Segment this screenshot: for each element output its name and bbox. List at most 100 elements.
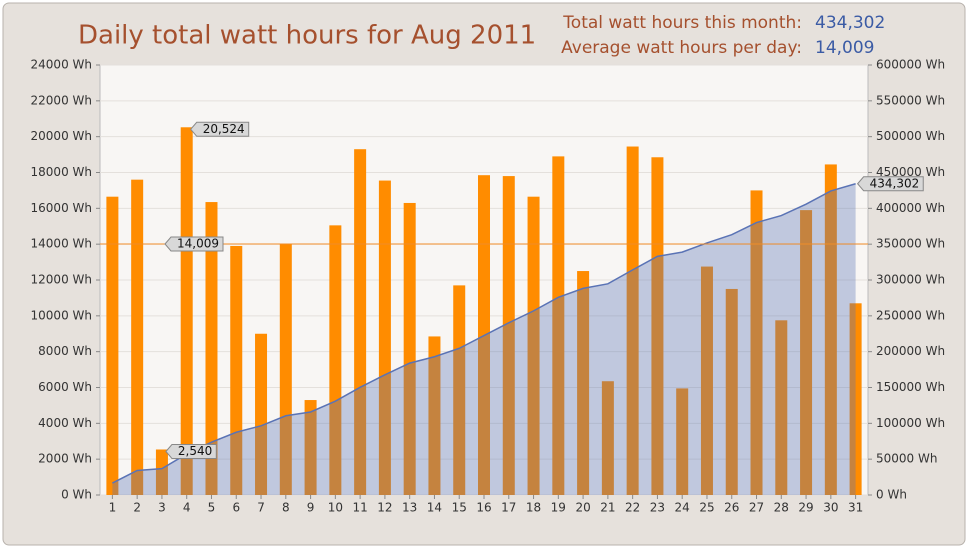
data-label: 2,540 (178, 444, 212, 458)
x-tick-label: 27 (749, 501, 764, 515)
bar (279, 244, 292, 495)
bar (775, 320, 788, 495)
bar (378, 180, 391, 495)
summary-label: Total watt hours this month: (562, 13, 802, 33)
x-tick-label: 18 (526, 501, 541, 515)
y-tick-label: 10000 Wh (31, 308, 92, 322)
x-tick-label: 22 (625, 501, 640, 515)
bar (552, 156, 565, 495)
bar (577, 271, 590, 495)
x-tick-label: 31 (848, 501, 863, 515)
chart-title: Daily total watt hours for Aug 2011 (78, 21, 536, 51)
bar (205, 202, 218, 495)
y-tick-label: 14000 Wh (31, 237, 92, 251)
x-tick-label: 10 (328, 501, 343, 515)
x-tick-label: 11 (352, 501, 367, 515)
summary-label: Average watt hours per day: (561, 38, 802, 58)
callout-box (165, 443, 217, 459)
data-label: 20,524 (203, 122, 245, 136)
bar (329, 225, 342, 495)
y-tick-label: 2000 Wh (38, 452, 92, 466)
y-tick-label: 8000 Wh (38, 344, 92, 358)
x-tick-label: 4 (183, 501, 191, 515)
x-tick-label: 2 (133, 501, 141, 515)
y-tick-label: 18000 Wh (31, 165, 92, 179)
x-tick-label: 23 (650, 501, 665, 515)
summary-value: 434,302 (815, 13, 885, 33)
y2-tick-label: 200000 Wh (876, 344, 945, 358)
x-tick-label: 9 (307, 501, 315, 515)
bar (502, 176, 515, 496)
y2-tick-label: 0 Wh (876, 488, 907, 502)
x-tick-label: 28 (774, 501, 789, 515)
y-tick-label: 6000 Wh (38, 380, 92, 394)
y2-tick-label: 550000 Wh (876, 93, 945, 107)
x-tick-label: 5 (208, 501, 216, 515)
bar (725, 288, 738, 495)
bar (626, 146, 639, 496)
y-tick-label: 0 Wh (61, 488, 92, 502)
y-tick-label: 4000 Wh (38, 416, 92, 430)
y-tick-label: 12000 Wh (31, 273, 92, 287)
y2-tick-label: 350000 Wh (876, 237, 945, 251)
x-tick-label: 19 (551, 501, 566, 515)
bar (824, 164, 837, 495)
y-tick-label: 16000 Wh (31, 201, 92, 215)
x-tick-label: 12 (377, 501, 392, 515)
y2-tick-label: 150000 Wh (876, 380, 945, 394)
bar (601, 381, 614, 495)
data-label: 14,009 (177, 237, 219, 251)
y-tick-label: 20000 Wh (31, 129, 92, 143)
callout-box (164, 236, 224, 252)
x-tick-label: 13 (402, 501, 417, 515)
y2-tick-label: 300000 Wh (876, 273, 945, 287)
bar (304, 400, 317, 495)
bar (676, 388, 689, 495)
x-tick-label: 17 (501, 501, 516, 515)
x-tick-label: 30 (823, 501, 838, 515)
data-label: 434,302 (870, 176, 920, 190)
area (112, 183, 856, 495)
bar (180, 127, 193, 496)
y2-tick-label: 250000 Wh (876, 308, 945, 322)
x-tick-label: 20 (575, 501, 590, 515)
bar (354, 149, 367, 496)
x-tick-label: 25 (699, 501, 714, 515)
bar (453, 285, 466, 495)
x-tick-label: 3 (158, 501, 166, 515)
y2-tick-label: 450000 Wh (876, 165, 945, 179)
y2-tick-label: 500000 Wh (876, 129, 945, 143)
bar (403, 202, 416, 496)
x-tick-label: 7 (257, 501, 265, 515)
x-tick-label: 1 (109, 501, 117, 515)
x-tick-label: 26 (724, 501, 739, 515)
y2-tick-label: 600000 Wh (876, 58, 945, 72)
bar (255, 333, 268, 495)
area-line (112, 183, 856, 484)
bar (527, 196, 540, 495)
x-tick-label: 8 (282, 501, 290, 515)
callout-box (856, 176, 924, 192)
bar (428, 336, 441, 495)
y2-tick-label: 400000 Wh (876, 201, 945, 215)
bar (155, 449, 168, 495)
x-tick-label: 21 (600, 501, 615, 515)
x-tick-label: 14 (427, 501, 442, 515)
y-tick-label: 24000 Wh (31, 58, 92, 72)
y2-tick-label: 100000 Wh (876, 416, 945, 430)
bar (849, 303, 862, 495)
x-tick-label: 15 (452, 501, 467, 515)
x-tick-label: 29 (798, 501, 813, 515)
bar (800, 210, 813, 495)
x-tick-label: 24 (675, 501, 690, 515)
bar (651, 157, 664, 496)
x-tick-label: 6 (232, 501, 240, 515)
bar (131, 179, 144, 495)
bar (106, 196, 119, 495)
bar (750, 190, 763, 495)
callout-box (190, 121, 250, 137)
y-tick-label: 22000 Wh (31, 93, 92, 107)
summary-value: 14,009 (815, 38, 874, 58)
